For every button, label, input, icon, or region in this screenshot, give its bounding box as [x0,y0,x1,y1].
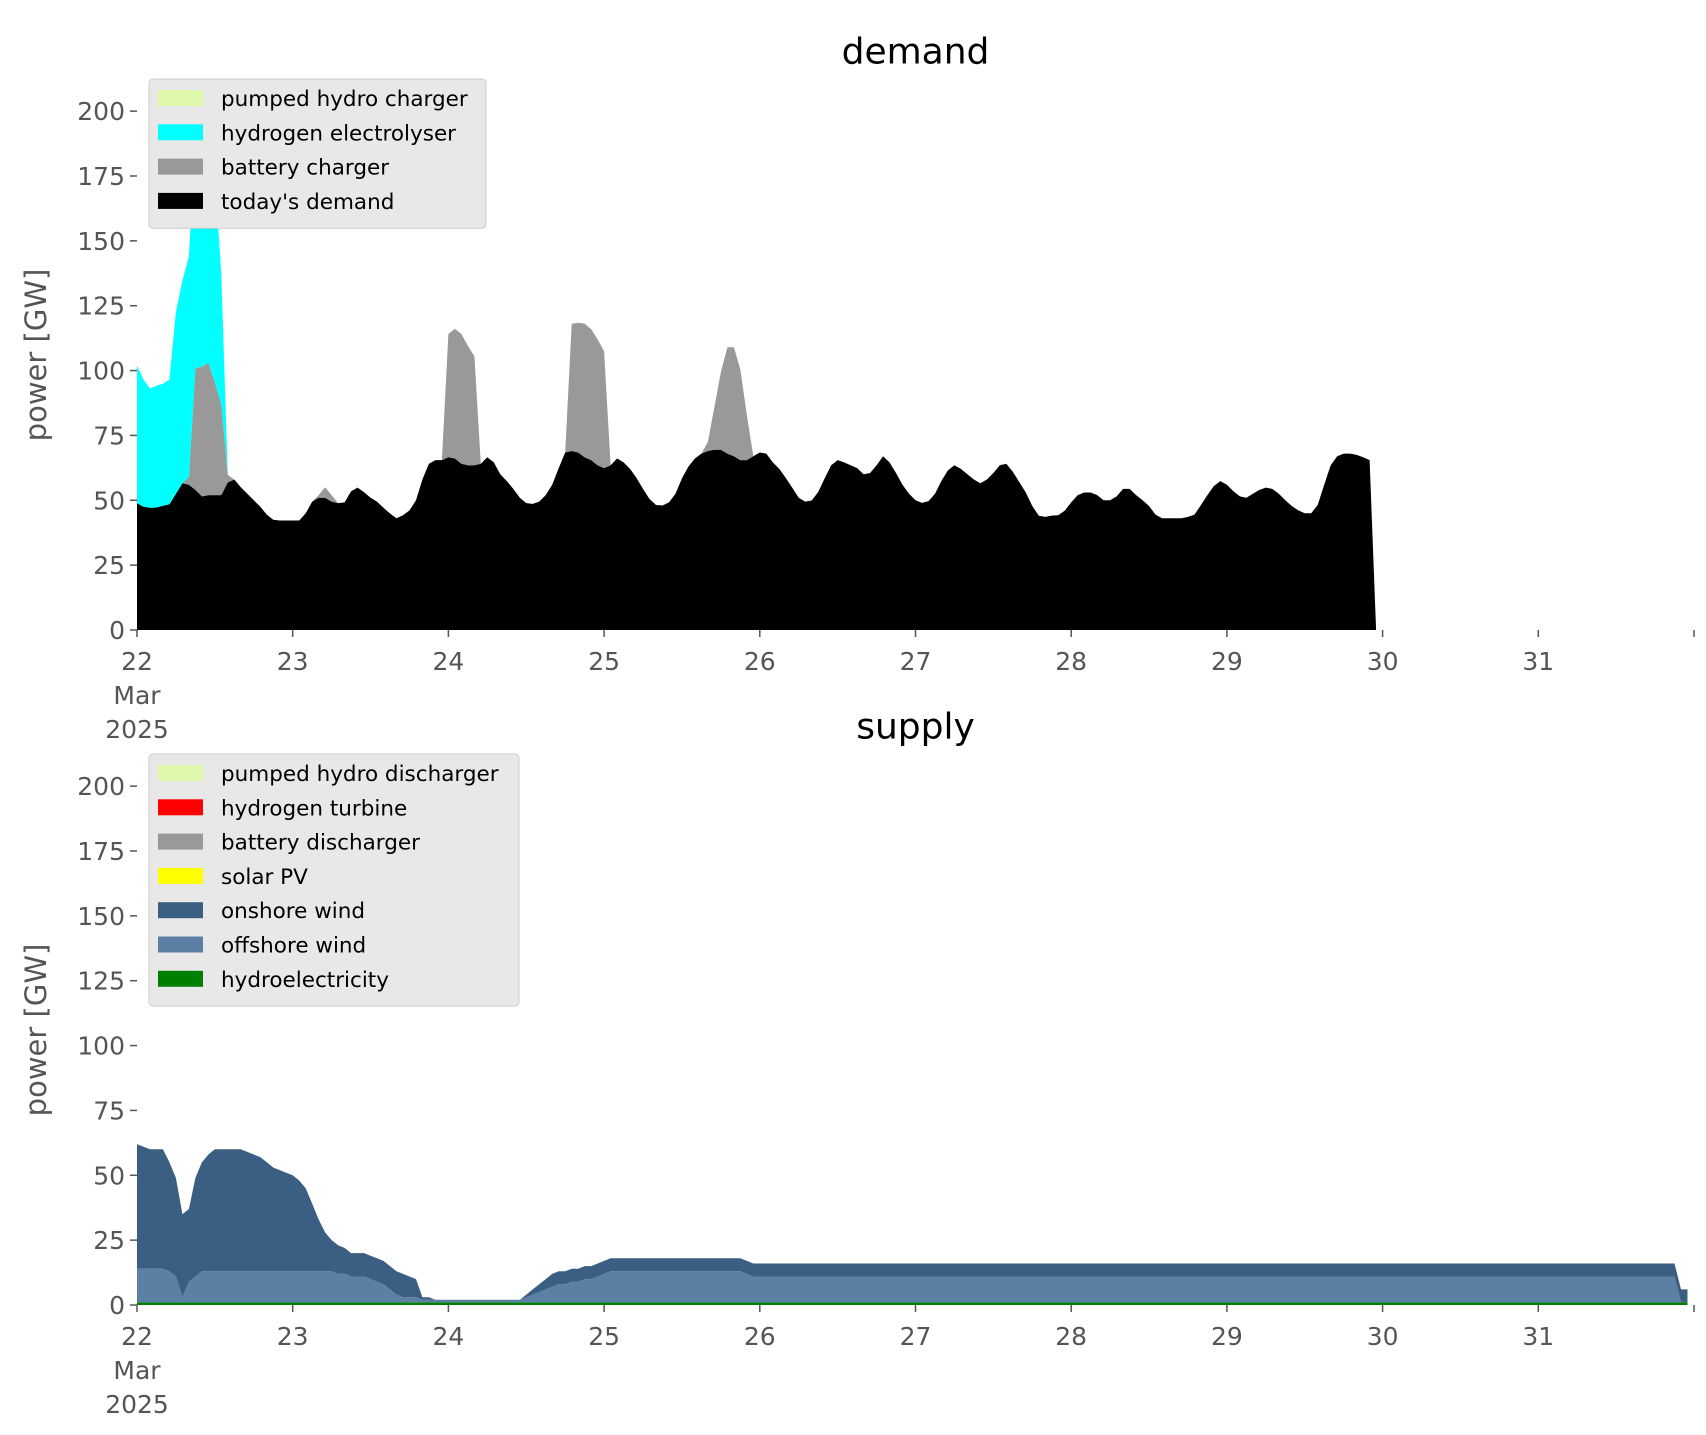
legend-label: hydroelectricity [221,968,389,993]
legend-label: battery discharger [221,831,420,856]
y-tick-label: 0 [109,616,125,645]
y-tick-label: 125 [77,967,125,996]
y-tick-label: 50 [93,1161,125,1190]
demand-panel: demand power [GW] 0 25 50 75 100 125 150 175 200 22… [19,32,1695,744]
x-tick-label: 27 [900,647,932,676]
x-tick-label: 29 [1211,1322,1243,1351]
x-tick-label: 23 [277,647,309,676]
x-tick-label: 28 [1055,647,1087,676]
legend-label: solar PV [221,865,308,890]
legend-label: pumped hydro discharger [221,762,499,787]
y-tick-label: 150 [77,227,125,256]
area-offshore-wind [137,1268,1688,1303]
x-tick-label: 31 [1522,647,1554,676]
x-tick-label: 30 [1367,1322,1399,1351]
chart-title: supply [856,707,975,748]
area-layers [137,1144,1688,1305]
legend-label: pumped hydro charger [221,87,468,112]
x-tick-label: 28 [1055,1322,1087,1351]
x-tick-sublabel: 2025 [105,1390,169,1419]
x-tick-sublabel: Mar [113,1356,161,1385]
x-tick-label: 31 [1522,1322,1554,1351]
legend-swatch [158,936,203,953]
y-tick-label: 175 [77,162,125,191]
legend: pumped hydro discharger hydrogen turbine b… [148,753,520,1007]
y-tick-label: 25 [93,1226,125,1255]
y-tick-label: 125 [77,292,125,321]
y-axis-label: power [GW] [19,944,53,1117]
y-tick-label: 75 [93,421,125,450]
y-tick-label: 200 [77,772,125,801]
legend-swatch [158,970,203,987]
legend-label: offshore wind [221,934,366,959]
y-tick-label: 0 [109,1291,125,1320]
x-tick-label: 26 [744,1322,776,1351]
x-tick-label: 29 [1211,647,1243,676]
area-today-s-demand [137,449,1688,630]
x-tick-label: 22 [121,1322,153,1351]
legend-box [148,753,520,1007]
x-tick-sublabel: 2025 [105,715,169,744]
legend-swatch [158,192,203,209]
y-tick-label: 75 [93,1096,125,1125]
legend-swatch [158,902,203,919]
legend-swatch [158,124,203,141]
area-layers [137,133,1688,630]
x-tick-label: 22 [121,647,153,676]
area-hydroelectricity [137,1302,1688,1305]
chart-title: demand [842,32,990,73]
legend-swatch [158,799,203,816]
supply-panel: supply power [GW] 0 25 50 75 100 125 150 175 200 22… [19,707,1695,1419]
area-onshore-wind [137,1144,1688,1303]
legend-label: onshore wind [221,899,365,924]
legend-label: hydrogen turbine [221,796,407,821]
legend-label: hydrogen electrolyser [221,121,456,146]
legend-swatch [158,90,203,106]
y-tick-label: 175 [77,837,125,866]
y-tick-label: 25 [93,551,125,580]
y-tick-label: 150 [77,902,125,931]
x-tick-sublabel: Mar [113,681,161,710]
legend-label: battery charger [221,156,389,181]
legend-box [148,78,487,229]
x-tick-label: 27 [900,1322,932,1351]
legend-swatch [158,158,203,175]
x-tick-label: 25 [588,1322,620,1351]
x-tick-label: 25 [588,647,620,676]
y-tick-label: 50 [93,486,125,515]
y-axis-label: power [GW] [19,269,53,442]
legend-swatch [158,765,203,781]
y-tick-label: 200 [77,97,125,126]
legend-label: today's demand [221,190,394,215]
legend-swatch [158,833,203,850]
x-tick-label: 30 [1367,647,1399,676]
legend-swatch [158,867,203,884]
x-tick-label: 24 [432,647,464,676]
x-tick-label: 26 [744,647,776,676]
y-tick-label: 100 [77,357,125,386]
y-tick-label: 100 [77,1032,125,1061]
x-tick-label: 23 [277,1322,309,1351]
x-tick-label: 24 [432,1322,464,1351]
legend: pumped hydro charger hydrogen electrolyse… [148,78,487,229]
